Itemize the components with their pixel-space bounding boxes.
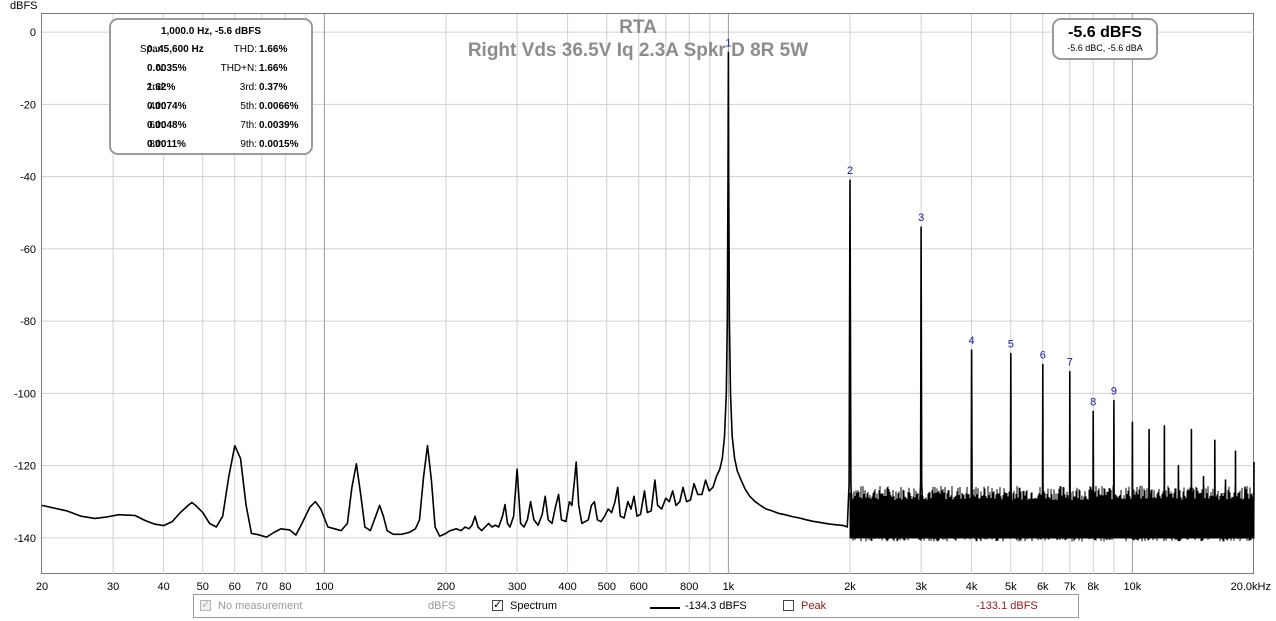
series-layer <box>41 51 1255 538</box>
harmonic-marker-label: 9 <box>1111 386 1117 398</box>
harmonic-marker-label: 3 <box>918 212 924 224</box>
y-tick-label: -60 <box>20 244 36 256</box>
stats-value: 0.0011% <box>147 139 186 150</box>
y-tick-label: -40 <box>20 172 36 184</box>
stats-row: Span: 0..45,600 Hz THD: 1.66% <box>111 43 311 62</box>
x-tick-label: 80 <box>279 581 291 593</box>
x-tick-label: 300 <box>508 581 526 593</box>
stats-header: 1,000.0 Hz, -5.6 dBFS <box>160 26 262 37</box>
level-main-value: -5.6 dBFS <box>1068 24 1142 41</box>
y-tick-label: -120 <box>14 461 36 473</box>
stats-value: 1.66% <box>259 44 288 55</box>
harmonic-marker-label: 4 <box>969 335 975 347</box>
stats-value: 1.66% <box>259 63 288 74</box>
stats-label: 4th: <box>149 101 166 112</box>
legend-bar: ✓ No measurement dBFS ✓ Spectrum -134.3 … <box>193 594 1079 618</box>
stats-row: N: 0.0035% THD+N: 1.66% <box>111 62 311 81</box>
stats-value: 0.0048% <box>147 120 187 131</box>
x-tick-label: 200 <box>437 581 455 593</box>
stats-label: 8th: <box>149 139 166 150</box>
stats-value: 0.0074% <box>147 101 187 112</box>
x-tick-label: 600 <box>630 581 648 593</box>
x-tick-label: 100 <box>315 581 333 593</box>
x-tick-label: 800 <box>680 581 698 593</box>
x-axis-tick-labels: 20 30 40 50 60 70 80 100 200 300 400 500 600 800 1k 2k 3… <box>36 581 1271 593</box>
x-tick-label: 500 <box>598 581 616 593</box>
stats-label: 9th: <box>240 139 257 150</box>
harmonic-marker-label: 6 <box>1040 349 1046 361</box>
x-tick-label: 4k <box>966 581 978 593</box>
stats-value: 1.62% <box>147 82 176 93</box>
chart-subtitle: Right Vds 36.5V Iq 2.3A Spkr D 8R 5W <box>468 40 808 61</box>
stats-row: 4th: 0.0074% 5th: 0.0066% <box>111 100 311 119</box>
stats-label: Span: <box>139 44 166 55</box>
stats-row: 6th: 0.0048% 7th: 0.0039% <box>111 119 311 138</box>
stats-label: 2nd: <box>146 82 166 93</box>
y-axis-tick-labels: 0 -20 -40 -60 -80 -100 -120 -140 <box>14 27 36 545</box>
harmonic-marker-label: 8 <box>1090 396 1096 408</box>
stats-value: 0.0015% <box>259 139 299 150</box>
chart-title: RTA <box>619 17 657 38</box>
stats-row: 2nd: 1.62% 3rd: 0.37% <box>111 81 311 100</box>
y-axis-unit-label: dBFS <box>10 0 38 12</box>
stats-row: 8th: 0.0011% 9th: 0.0015% <box>111 138 311 157</box>
harmonic-markers: 1 2 3 4 5 6 7 8 9 <box>725 37 1117 408</box>
y-tick-label: -100 <box>14 388 36 400</box>
y-tick-label: -20 <box>20 99 36 111</box>
x-tick-label: 20 <box>36 581 48 593</box>
stats-value: 0.0066% <box>259 101 299 112</box>
x-tick-label: 3k <box>915 581 927 593</box>
no-measurement-checkbox[interactable]: ✓ <box>200 599 211 611</box>
harmonic-marker-label: 5 <box>1008 339 1014 351</box>
x-tick-label: 40 <box>157 581 169 593</box>
stats-label: 7th: <box>240 120 257 131</box>
x-tick-label: 7k <box>1064 581 1076 593</box>
harmonic-marker-label: 1 <box>725 37 731 49</box>
harmonic-marker-label: 7 <box>1067 357 1073 369</box>
x-tick-label: 50 <box>197 581 209 593</box>
level-readout: -5.6 dBFS -5.6 dBC, -5.6 dBA <box>1052 18 1158 60</box>
x-tick-label: 70 <box>256 581 268 593</box>
x-tick-label: 1k <box>723 581 735 593</box>
stats-value: 0.37% <box>259 82 288 93</box>
stats-label: 5th: <box>240 101 257 112</box>
stats-label: 3rd: <box>239 82 257 93</box>
spectrum-value: -134.3 dBFS <box>685 600 747 612</box>
y-tick-label: -140 <box>14 533 36 545</box>
x-tick-label: 30 <box>107 581 119 593</box>
distortion-stats-panel: 1,000.0 Hz, -5.6 dBFS Span: 0..45,600 Hz… <box>109 18 313 155</box>
y-tick-label: 0 <box>30 27 36 39</box>
spectrum-line <box>41 51 1255 538</box>
x-tick-label: 5k <box>1005 581 1017 593</box>
x-tick-label: 6k <box>1037 581 1049 593</box>
stats-label: THD: <box>233 44 257 55</box>
peak-checkbox[interactable] <box>783 600 794 611</box>
stats-label: 6th: <box>149 120 166 131</box>
y-tick-label: -80 <box>20 316 36 328</box>
x-tick-label: 60 <box>229 581 241 593</box>
stats-value: 0.0035% <box>147 63 187 74</box>
spectrum-label: Spectrum <box>510 600 558 612</box>
stats-label: THD+N: <box>220 63 257 74</box>
no-measurement-label: No measurement <box>218 600 303 612</box>
x-tick-label: 400 <box>558 581 576 593</box>
x-tick-label: 2k <box>844 581 856 593</box>
x-tick-label: 10k <box>1124 581 1142 593</box>
legend-unit-label: dBFS <box>428 600 456 612</box>
harmonic-marker-label: 2 <box>847 165 853 177</box>
stats-value: 0.0039% <box>259 120 299 131</box>
peak-label: Peak <box>801 600 827 612</box>
peak-value: -133.1 dBFS <box>976 600 1038 612</box>
spectrum-checkbox[interactable]: ✓ <box>492 599 503 611</box>
x-tick-label: 8k <box>1087 581 1099 593</box>
stats-value: 0..45,600 Hz <box>147 44 204 55</box>
level-weighted-values: -5.6 dBC, -5.6 dBA <box>1067 43 1143 53</box>
x-tick-label: 20.0kHz <box>1231 581 1271 593</box>
spectrum-line-swatch <box>650 607 680 609</box>
stats-label: N: <box>156 63 166 74</box>
